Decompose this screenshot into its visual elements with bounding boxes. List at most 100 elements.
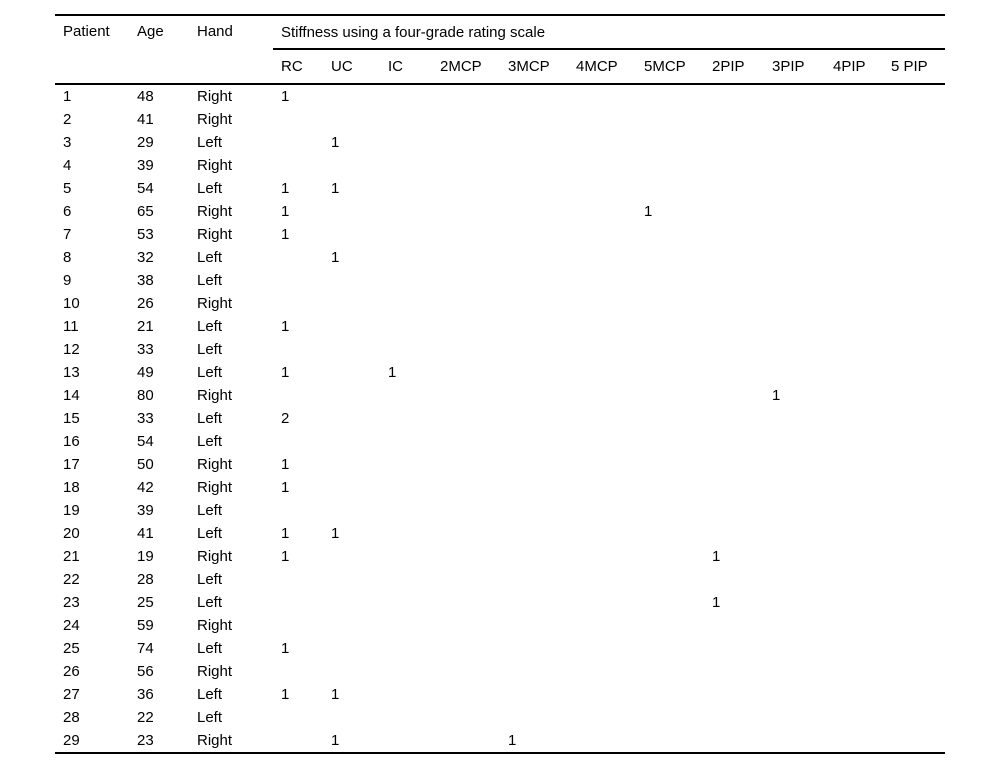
cell-score-5pip: [883, 591, 945, 614]
cell-score-2mcp: [432, 246, 500, 269]
cell-score-2mcp: [432, 453, 500, 476]
cell-patient: 24: [63, 617, 80, 634]
cell-hand: Left: [197, 709, 223, 726]
cell-score-4pip: [825, 614, 883, 637]
cell-score-4pip: [825, 131, 883, 154]
cell-age: 23: [129, 729, 189, 754]
col-header-patient: Patient: [55, 14, 129, 85]
cell-score-5pip: [883, 476, 945, 499]
cell-hand: Right: [197, 157, 233, 174]
cell-score-3pip: [764, 154, 825, 177]
cell-age: 41: [137, 111, 154, 128]
cell-score-4mcp: [568, 177, 636, 200]
cell-score-5mcp: [636, 292, 704, 315]
cell-patient: 2: [63, 111, 72, 128]
cell-score-ic: [380, 614, 432, 637]
cell-score-4pip: [825, 269, 883, 292]
cell-score-5mcp: [636, 177, 704, 200]
cell-score-5mcp: [636, 637, 704, 660]
cell-score-2pip: [704, 384, 764, 407]
cell-score-5mcp: [636, 246, 704, 269]
cell-score-3mcp: [500, 246, 568, 269]
cell-score-uc: [323, 292, 380, 315]
cell-score-4pip: [825, 499, 883, 522]
cell-patient: 4: [63, 157, 72, 174]
cell-score-5pip: [883, 338, 945, 361]
cell-score-5mcp: [636, 591, 704, 614]
cell-score-2pip: 1: [712, 594, 721, 611]
cell-score-3pip: [764, 269, 825, 292]
cell-score-4mcp: [568, 407, 636, 430]
table-row: 4 39 Right: [55, 154, 945, 177]
table-row: 17 50 Right 1: [55, 453, 945, 476]
cell-hand: Left: [197, 502, 223, 519]
table-row: 18 42 Right 1: [55, 476, 945, 499]
cell-patient: 28: [63, 709, 80, 726]
col-header-2pip: 2PIP: [704, 49, 764, 85]
cell-score-3pip: [764, 614, 825, 637]
cell-score-4mcp: [568, 522, 636, 545]
cell-score-4pip: [825, 177, 883, 200]
cell-score-4pip: [825, 660, 883, 683]
cell-patient: 13: [63, 364, 80, 381]
cell-patient: 23: [63, 594, 80, 611]
cell-score-3pip: [764, 729, 825, 754]
table-row: 1 48 Right 1: [55, 84, 945, 108]
cell-patient: 18: [63, 479, 80, 496]
cell-score-3pip: [764, 568, 825, 591]
cell-score-ic: [380, 131, 432, 154]
cell-score-2mcp: [432, 407, 500, 430]
col-header-uc: UC: [323, 49, 380, 85]
cell-score-uc: [323, 430, 380, 453]
cell-score-4pip: [825, 430, 883, 453]
cell-score-4mcp: [568, 637, 636, 660]
cell-score-5mcp: [636, 499, 704, 522]
cell-age: 19: [137, 548, 154, 565]
cell-score-5pip: [883, 729, 946, 754]
cell-score-4mcp: [568, 683, 636, 706]
cell-score-uc: [323, 223, 380, 246]
cell-score-4mcp: [568, 108, 636, 131]
cell-score-5mcp: [636, 476, 704, 499]
cell-score-3pip: [764, 223, 825, 246]
cell-score-2mcp: [432, 706, 500, 729]
cell-score-4pip: [825, 338, 883, 361]
cell-age: 33: [137, 410, 154, 427]
cell-patient: 11: [63, 318, 79, 335]
cell-score-5mcp: [636, 407, 704, 430]
cell-score-2mcp: [432, 568, 500, 591]
cell-hand: Right: [197, 88, 233, 105]
cell-score-3mcp: [500, 683, 568, 706]
cell-score-2pip: [704, 476, 764, 499]
cell-score-uc: 1: [331, 180, 340, 197]
cell-score-uc: [323, 269, 380, 292]
cell-patient: 27: [63, 686, 80, 703]
cell-hand: Left: [197, 341, 223, 358]
cell-patient: 29: [55, 729, 129, 754]
cell-score-3mcp: [500, 200, 568, 223]
cell-score-3mcp: [500, 430, 568, 453]
cell-score-5pip: [883, 453, 945, 476]
cell-patient: 12: [63, 341, 80, 358]
cell-score-4mcp: [568, 338, 636, 361]
header-row-sub: RC UC IC 2MCP 3MCP 4MCP 5MCP 2PIP 3PIP 4PIP 5 PIP: [55, 49, 946, 85]
cell-score-4pip: [825, 591, 883, 614]
cell-score-2mcp: [432, 476, 500, 499]
cell-score-2pip: [704, 614, 764, 637]
cell-score-2pip: [704, 522, 764, 545]
cell-score-uc: 1: [331, 686, 340, 703]
cell-age: 32: [137, 249, 154, 266]
cell-score-4pip: [825, 522, 883, 545]
col-header-5mcp: 5MCP: [636, 49, 704, 85]
cell-hand: Left: [197, 180, 223, 197]
cell-patient: 16: [63, 433, 80, 450]
cell-score-2mcp: [432, 637, 500, 660]
cell-age: 53: [137, 226, 154, 243]
table-row: 2 41 Right: [55, 108, 945, 131]
cell-score-5mcp: [636, 729, 704, 754]
cell-score-5pip: [883, 84, 945, 108]
cell-score-uc: 1: [323, 729, 380, 754]
table-row: 19 39 Left: [55, 499, 945, 522]
cell-score-uc: [323, 338, 380, 361]
cell-score-rc: [273, 568, 323, 591]
